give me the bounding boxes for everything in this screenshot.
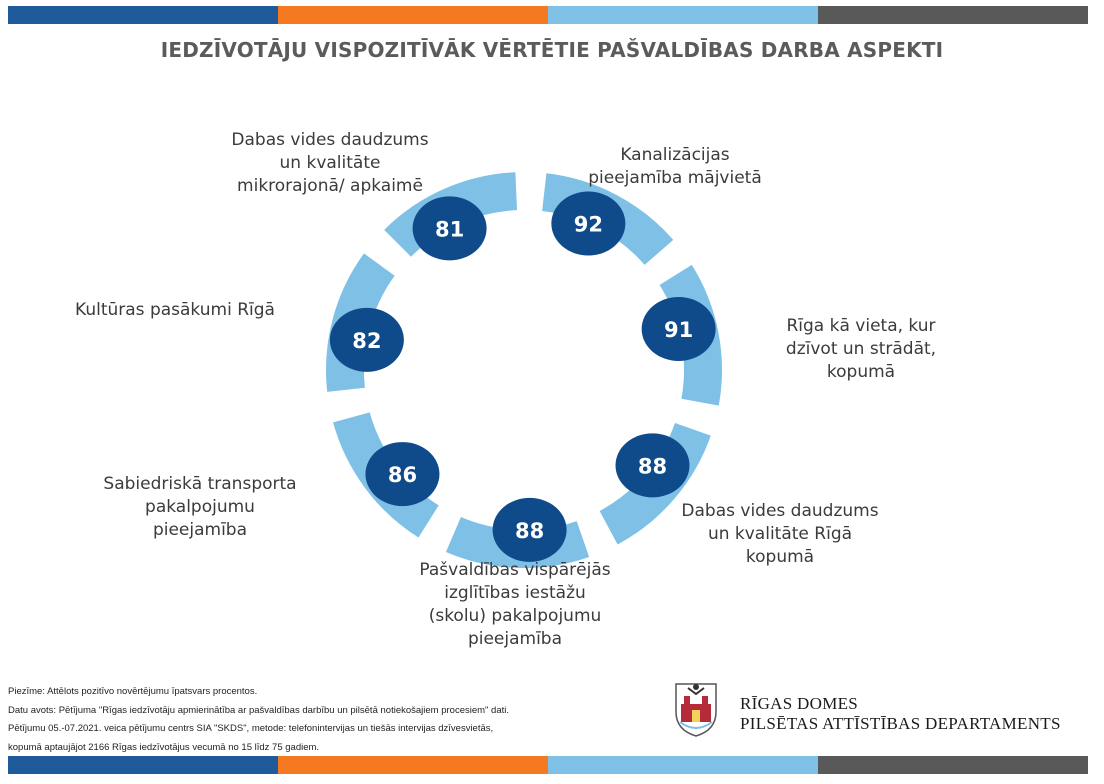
- label-line: Pašvaldības vispārējās: [419, 560, 611, 580]
- stripe-light-blue: [548, 756, 818, 774]
- label-kanalizacijas: Kanalizācijas pieejamība mājvietā: [560, 144, 790, 190]
- value-bubble: [329, 307, 404, 372]
- label-line: un kvalitāte Rīgā: [707, 524, 853, 544]
- chart-title: IEDZĪVOTĀJU VISPOZITĪVĀK VĒRTĒTIE PAŠVAL…: [160, 38, 944, 62]
- stripe-gray: [818, 756, 1088, 774]
- value-bubble: [615, 433, 690, 498]
- stripe-orange: [278, 756, 548, 774]
- top-color-stripe: [8, 6, 1088, 24]
- brand-line2: PILSĒTAS ATTĪSTĪBAS DEPARTAMENTS: [740, 714, 1061, 733]
- footnote-note: Piezīme: Attēlots pozitīvo novērtējumu ī…: [8, 686, 258, 697]
- riga-coat-of-arms-icon: [675, 683, 717, 737]
- brand-line1: RĪGAS DOMES: [740, 694, 859, 713]
- value-label: 81: [435, 217, 464, 241]
- label-izglitibas-iestazu: Pašvaldības vispārējās izglītības iestāž…: [390, 559, 640, 651]
- label-line: (skolu) pakalpojumu: [428, 606, 602, 626]
- value-label: 82: [352, 329, 381, 353]
- stripe-orange: [278, 6, 548, 24]
- label-kulturas-pasakumi: Kultūras pasākumi Rīgā: [55, 299, 295, 322]
- label-dabas-vides-riga: Dabas vides daudzums un kvalitāte Rīgā k…: [660, 500, 900, 569]
- label-line: pakalpojumu: [145, 497, 255, 517]
- label-sabiedriska-transporta: Sabiedriskā transporta pakalpojumu pieej…: [80, 473, 320, 542]
- label-line: Dabas vides daudzums: [681, 501, 879, 521]
- value-label: 88: [638, 454, 667, 478]
- label-line: Rīga kā vieta, kur: [786, 316, 936, 336]
- value-bubble: [492, 497, 567, 562]
- label-line: mikrorajonā/ apkaimē: [237, 176, 423, 196]
- value-label: 92: [574, 213, 603, 237]
- footnote-source: Datu avots: Pētījuma "Rīgas iedzīvotāju …: [8, 704, 510, 716]
- footnote-sample: kopumā aptaujājot 2166 Rīgas iedzīvotāju…: [8, 741, 320, 753]
- value-bubble: [551, 191, 626, 256]
- label-line: pieejamība: [467, 629, 563, 649]
- stripe-blue: [8, 6, 278, 24]
- brand-block: RĪGAS DOMES PILSĒTAS ATTĪSTĪBAS DEPARTAM…: [740, 694, 1061, 734]
- label-line: pieejamība mājvietā: [588, 168, 762, 188]
- footnotes: Piezīme: Attēlots pozitīvo novērtējumu ī…: [8, 683, 509, 757]
- label-line: un kvalitāte: [279, 153, 381, 173]
- label-line: Kanalizācijas: [620, 145, 730, 165]
- value-label: 91: [664, 318, 693, 342]
- label-line: dzīvot un strādāt,: [785, 339, 937, 359]
- label-line: Kultūras pasākumi Rīgā: [75, 300, 275, 320]
- label-riga-vieta: Rīga kā vieta, kur dzīvot un strādāt, ko…: [746, 315, 976, 384]
- label-line: Dabas vides daudzums: [231, 130, 429, 150]
- label-line: kopumā: [826, 362, 896, 382]
- value-label: 86: [388, 463, 417, 487]
- label-line: Sabiedriskā transporta: [103, 474, 297, 494]
- bottom-color-stripe: [8, 756, 1088, 774]
- value-bubble: [641, 296, 716, 361]
- stripe-light-blue: [548, 6, 818, 24]
- label-dabas-vides-mikrorajona: Dabas vides daudzums un kvalitāte mikror…: [200, 129, 460, 198]
- label-line: izglītības iestāžu: [444, 583, 586, 603]
- stripe-blue: [8, 756, 278, 774]
- footnote-method: Pētījumu 05.-07.2021. veica pētījumu cen…: [8, 723, 494, 734]
- value-bubble: [365, 442, 440, 507]
- stripe-gray: [818, 6, 1088, 24]
- label-line: kopumā: [745, 547, 815, 567]
- value-bubble: [412, 196, 487, 261]
- value-label: 88: [515, 519, 544, 543]
- label-line: pieejamība: [152, 520, 248, 540]
